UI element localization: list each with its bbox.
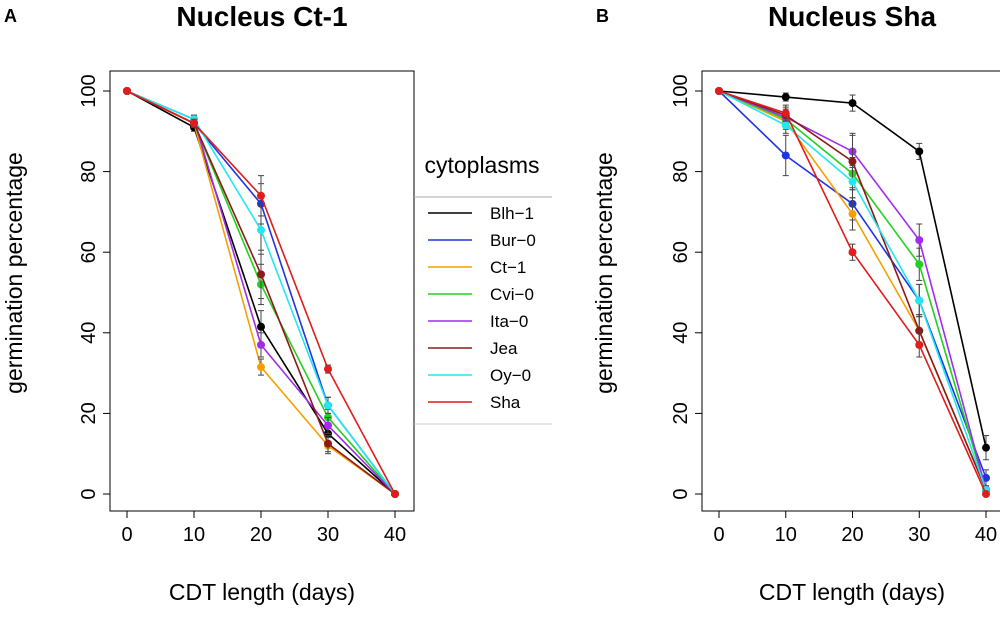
data-point [324,421,332,430]
legend-entry: Ita−0 [428,312,528,331]
panel-a-letter: A [4,6,17,26]
data-point [982,490,990,498]
panel-b-ytick-label: 60 [670,241,692,263]
panel-a-series [123,87,399,498]
data-point [257,322,265,331]
panel-b-xtick-label: 40 [975,524,997,546]
legend-label: Ct−1 [490,258,526,277]
legend-title: cytoplasms [424,152,539,178]
legend-label: Ita−0 [490,312,528,331]
legend-entry: Jea [428,339,518,358]
data-point [915,236,924,245]
legend-entries: Blh−1 Bur−0 Ct−1 Cvi−0 Ita−0 Jea Oy−0 Sha [428,204,536,412]
data-point [391,490,399,498]
data-point [915,340,924,349]
panel-b-axes: 0 20 40 60 80 100 0 10 20 30 40 [670,74,997,546]
data-point [915,260,924,269]
panel-b-xtick-label: 30 [908,524,930,546]
legend: cytoplasms Blh−1 Bur−0 Ct−1 Cvi−0 Ita−0 Jea Oy… [414,152,552,425]
panel-b-ytick-label: 100 [670,74,692,107]
panel-b-letter: B [596,6,609,26]
legend-entry: Oy−0 [428,366,531,385]
legend-label: Blh−1 [490,204,534,223]
data-point [257,226,265,235]
legend-entry: Cvi−0 [428,285,534,304]
data-point [848,177,857,186]
legend-entry: Bur−0 [428,231,536,250]
panel-a-xtick-label: 0 [121,524,132,546]
panel-b-ytick-label: 0 [670,488,692,499]
panel-b-xlabel: CDT length (days) [759,579,945,605]
legend-label: Cvi−0 [490,285,534,304]
data-point [324,365,332,374]
panel-a-ytick-label: 40 [78,322,100,344]
legend-entry: Ct−1 [428,258,526,277]
panel-a-ylabel: germination percentage [1,152,27,394]
legend-label: Oy−0 [490,366,531,385]
legend-label: Bur−0 [490,231,536,250]
data-point [915,296,924,305]
panel-a-series-oy0 [123,87,399,498]
panel-b-xtick-label: 20 [841,524,863,546]
panel-a-plot-frame [109,70,415,512]
data-point [848,248,857,257]
data-point [848,99,857,108]
panel-b-series [715,87,990,498]
panel-b-series-jea [715,87,990,495]
data-point [982,443,990,452]
data-point [257,191,265,200]
panel-a-xtick-label: 10 [183,524,205,546]
data-point [257,363,265,372]
legend-label: Sha [490,393,521,412]
data-point [848,209,857,218]
data-point [257,340,265,349]
panel-a-series-jea [123,87,399,498]
data-point [848,157,857,166]
legend-label: Jea [490,339,518,358]
panel-b-xtick-label: 0 [713,524,724,546]
data-point [781,121,790,130]
panel-a-series-sha [123,87,399,498]
panel-b-ytick-label: 40 [670,322,692,344]
legend-entry: Sha [428,393,521,412]
panel-a-ytick-label: 60 [78,241,100,263]
panel-b-xtick-label: 10 [775,524,797,546]
panel-b-title: Nucleus Sha [768,1,936,32]
panel-a-xtick-label: 40 [384,524,406,546]
panel-a-xtick-label: 20 [250,524,272,546]
panel-a-ytick-label: 20 [78,402,100,424]
panel-a-ytick-label: 100 [78,74,100,107]
data-point [123,87,131,95]
panel-a-title: Nucleus Ct-1 [176,1,347,32]
panel-a-xlabel: CDT length (days) [169,579,355,605]
legend-entry: Blh−1 [428,204,534,223]
panel-b-ylabel: germination percentage [591,152,617,394]
data-point [781,93,790,102]
panel-a-ytick-label: 80 [78,160,100,182]
panel-b-series-sha [715,87,990,498]
panel-a-xtick-label: 30 [317,524,339,546]
data-point [324,401,332,410]
data-point [257,270,265,279]
data-point [324,439,332,448]
panel-b-ytick-label: 80 [670,160,692,182]
panel-a-axes: 0 20 40 60 80 100 0 10 20 30 40 [78,74,406,546]
data-point [190,119,198,128]
data-point [915,147,924,156]
data-point [715,87,723,95]
panel-a-ytick-label: 0 [78,488,100,499]
data-point [781,109,790,118]
panel-b-plot-frame [701,70,1000,512]
data-point [781,151,790,160]
panel-b-ytick-label: 20 [670,402,692,424]
